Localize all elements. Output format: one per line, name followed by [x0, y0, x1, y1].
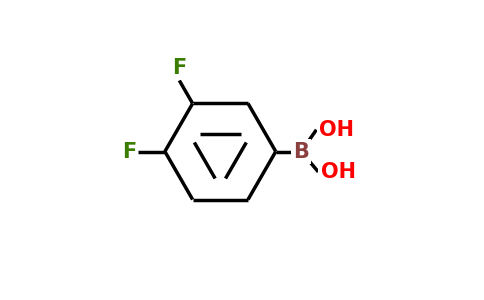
Text: B: B	[293, 142, 309, 161]
Text: OH: OH	[319, 120, 354, 140]
Text: F: F	[172, 58, 186, 78]
Text: F: F	[122, 142, 136, 161]
Text: OH: OH	[320, 162, 356, 182]
